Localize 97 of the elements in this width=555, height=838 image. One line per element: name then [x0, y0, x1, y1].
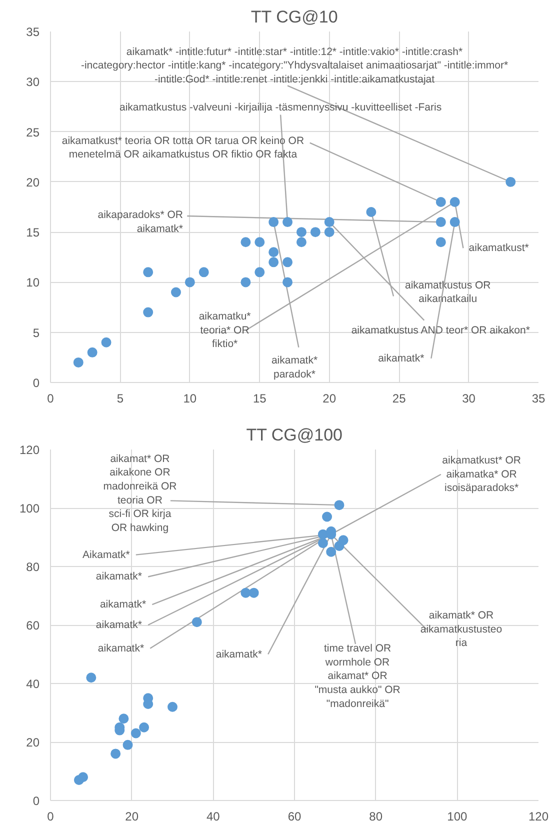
point: [130, 728, 141, 738]
chart-title: TT CG@100: [246, 426, 343, 444]
point: [192, 617, 202, 628]
point: [170, 287, 181, 298]
point: [78, 772, 88, 782]
annotation: aikamatkustus OR aikamatkailu: [404, 279, 492, 306]
point: [436, 237, 446, 248]
annotation: aikamatk*: [216, 648, 262, 660]
annotation: aikamatk* OR aikamatkustusteoria: [420, 610, 502, 650]
annotation: aikamatk* paradok*: [271, 354, 318, 380]
y-tick-label: 15: [26, 226, 40, 240]
x-tick-label: 30: [462, 392, 476, 406]
point: [318, 538, 328, 548]
point: [436, 217, 446, 228]
annotation: aikamatkustus -valveuni -kirjailija -täsmennyssivu -kuvitteelliset -Faris: [120, 102, 442, 114]
annotation: aikamatk*: [100, 598, 146, 611]
point: [110, 748, 121, 759]
point: [168, 702, 178, 712]
point: [143, 307, 154, 318]
point: [450, 217, 460, 228]
point: [322, 512, 332, 522]
x-tick-label: 0: [47, 392, 54, 406]
point: [450, 196, 460, 207]
point: [101, 337, 112, 348]
point: [248, 588, 259, 598]
y-tick-label: 100: [19, 502, 40, 516]
point: [282, 277, 293, 288]
point: [296, 227, 306, 238]
annotation: aikamatk*: [378, 352, 424, 364]
x-tick-label: 40: [206, 810, 220, 824]
x-tick-label: 120: [528, 810, 549, 824]
point: [268, 217, 279, 228]
point: [326, 546, 336, 557]
point: [73, 357, 84, 368]
annotation: aikamatku* teoria* OR fiktio*: [198, 310, 251, 350]
point: [268, 247, 279, 258]
point: [87, 347, 98, 358]
point: [139, 722, 150, 732]
x-tick-label: 80: [369, 810, 383, 824]
point: [184, 277, 195, 288]
point: [338, 535, 348, 546]
point: [240, 588, 251, 598]
point: [436, 196, 446, 207]
x-tick-label: 60: [288, 810, 302, 824]
y-tick-label: 5: [32, 326, 40, 340]
point: [366, 207, 376, 218]
annotation: aikamatk*: [96, 570, 142, 583]
y-tick-label: 0: [32, 376, 40, 390]
annotation: time travel OR wormhole OR aikamat* OR "musta aukko" OR "madonreikä": [314, 642, 401, 710]
point: [86, 672, 96, 683]
x-tick-label: 10: [183, 392, 197, 406]
point: [310, 227, 320, 238]
annotation: aikamatkust* teoria OR totta OR tarua OR keino OR menetelmä OR aikamatkustus OR fiktio OR fakta: [62, 134, 304, 161]
point: [334, 500, 344, 510]
point: [240, 237, 251, 248]
point: [198, 267, 209, 278]
annotation: aikamatk* -intitle:futur* -intitle:star* -intitle:12* -intitle:vakio* -intitle:crash* -incategory:hector -intitle:kang* -incategory:"Yhdysvaltalaiset animaatiosarjat" -intitle:immor* -intitle:God* -intitle:renet -intitle:jenkki -intitle:aikamatkustajat: [80, 46, 508, 86]
y-tick-label: 10: [26, 276, 40, 290]
point: [506, 176, 516, 187]
y-tick-label: 30: [26, 75, 40, 90]
y-tick-label: 80: [26, 560, 40, 574]
y-tick-label: 40: [26, 677, 40, 691]
y-tick-label: 35: [26, 25, 40, 39]
annotation: aikamat* OR aikakone OR madonreikä OR teoria OR sci-fi OR kirja OR hawking: [103, 452, 178, 534]
point: [324, 217, 334, 228]
x-tick-label: 35: [532, 392, 546, 406]
point: [122, 740, 133, 750]
x-tick-label: 20: [125, 810, 139, 824]
annotation: aikamatk*: [98, 642, 144, 654]
y-tick-label: 20: [26, 175, 40, 190]
x-tick-label: 100: [447, 810, 468, 824]
point: [254, 267, 265, 278]
annotation: aikamatkust* OR aikamatka* OR isoisäparadoks*: [442, 454, 522, 494]
x-tick-label: 15: [252, 392, 267, 406]
point: [118, 714, 129, 724]
x-tick-label: 0: [47, 810, 54, 824]
point: [143, 267, 154, 278]
chart-title: TT CG@10: [250, 8, 338, 26]
annotation: aikaparadoks* OR aikamatk*: [98, 209, 184, 235]
annotation: aikamatkust*: [468, 242, 529, 254]
y-tick-label: 0: [32, 794, 40, 808]
x-tick-label: 5: [116, 392, 124, 406]
y-tick-label: 60: [26, 618, 40, 632]
annotation: aikamatk*: [96, 619, 142, 631]
y-tick-label: 20: [26, 736, 40, 750]
x-tick-label: 20: [322, 392, 336, 406]
point: [282, 217, 293, 228]
annotation: Aikamatk*: [82, 548, 130, 561]
y-tick-label: 25: [26, 125, 40, 140]
x-tick-label: 25: [392, 392, 406, 406]
y-tick-label: 120: [19, 443, 40, 457]
point: [324, 227, 334, 238]
point: [282, 257, 293, 268]
point: [268, 257, 279, 268]
point: [240, 277, 251, 288]
point: [296, 237, 306, 248]
point: [254, 237, 265, 248]
